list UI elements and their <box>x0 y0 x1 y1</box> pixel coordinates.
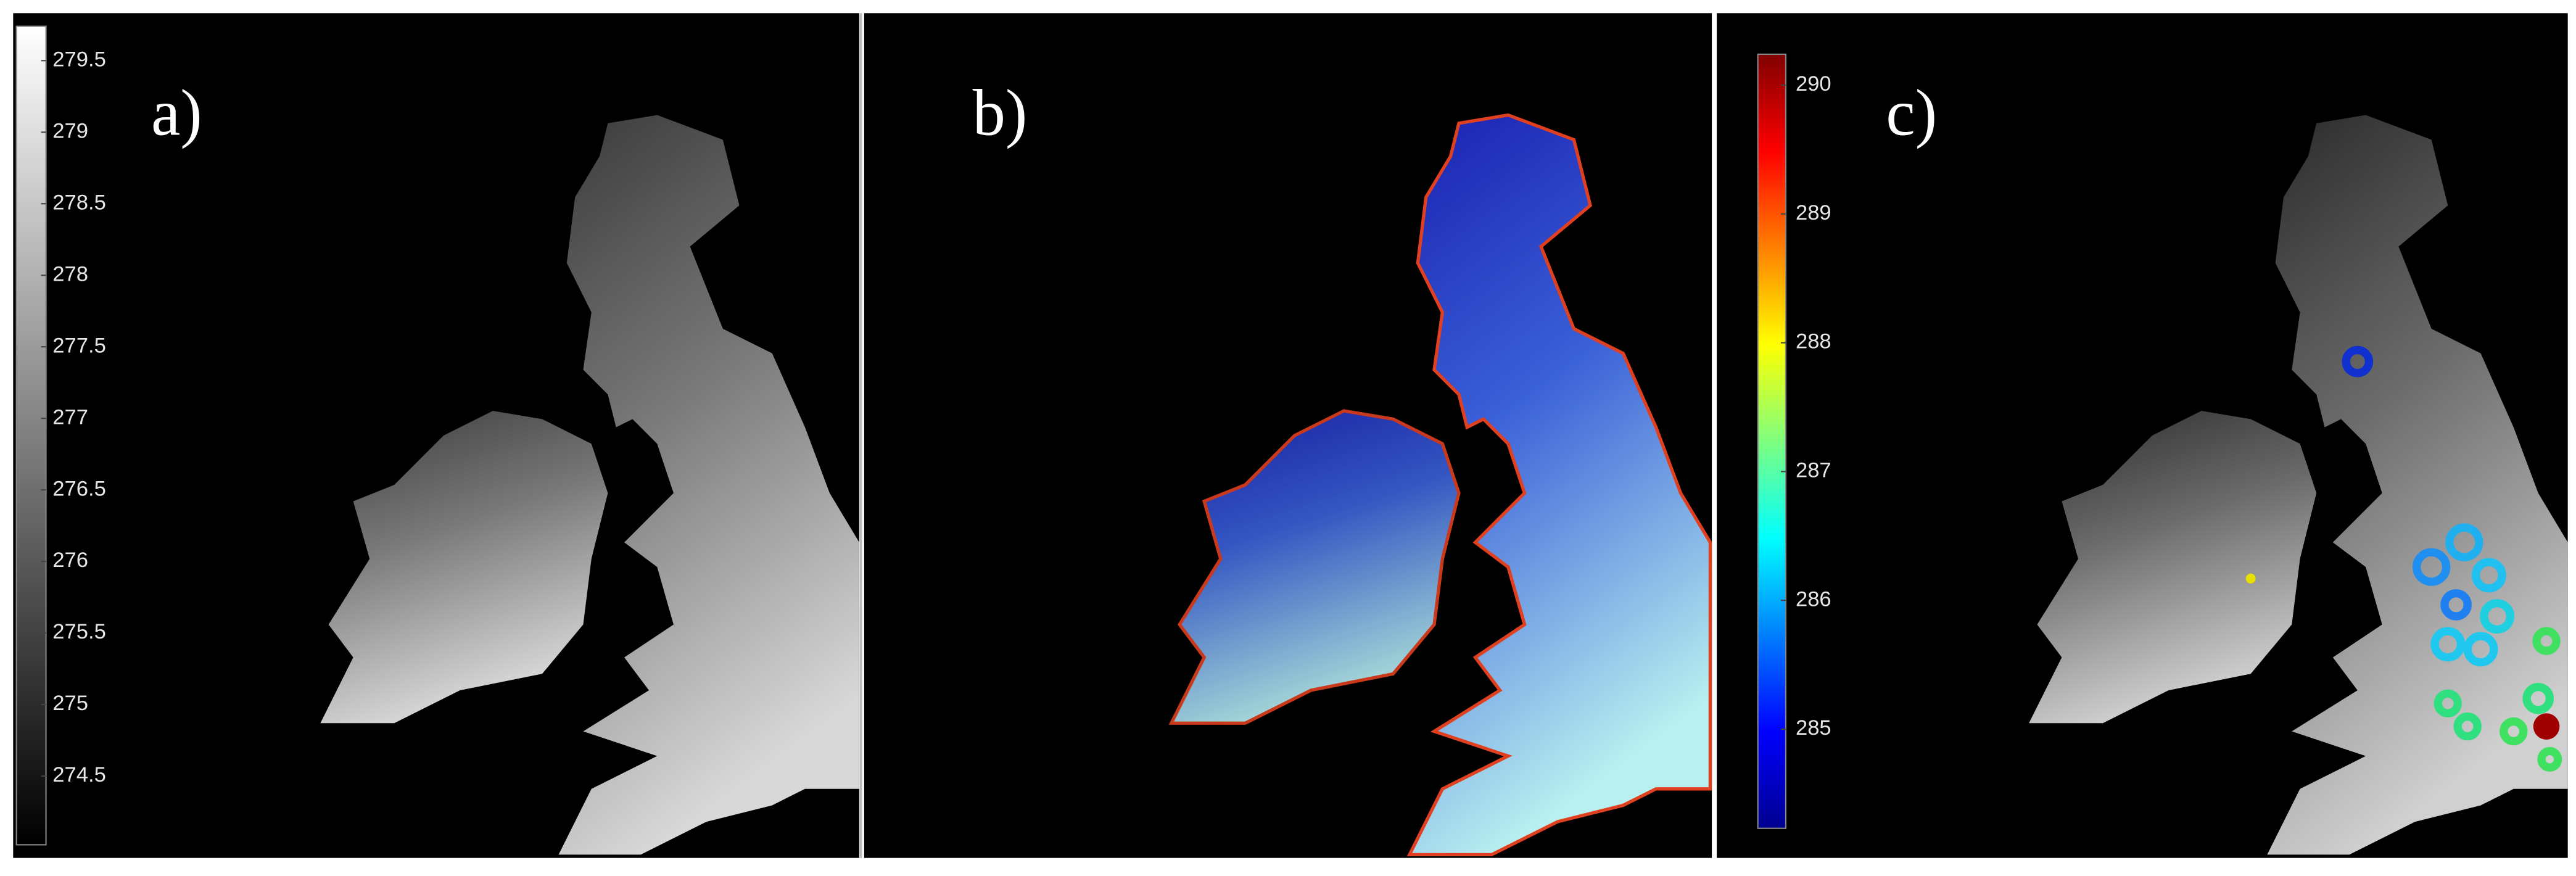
colorbar-tick-label: 279 <box>52 119 88 143</box>
colorbar-tick-label: 279.5 <box>52 48 106 71</box>
map-c <box>2029 115 2568 855</box>
panel-label: c) <box>1886 76 1937 149</box>
colorbar-tick-label: 278.5 <box>52 191 106 214</box>
colorbar-tick-label: 288 <box>1796 330 1831 353</box>
colorbar-tick-label: 278 <box>52 262 88 286</box>
panel-label: b) <box>973 76 1028 149</box>
colorbar-tick-label: 286 <box>1796 587 1831 611</box>
colorbar-tick-label: 275.5 <box>52 620 106 643</box>
panel-label: a) <box>151 76 202 149</box>
colorbar-tick-label: 276 <box>52 548 88 572</box>
colorbar-tick-label: 290 <box>1796 72 1831 96</box>
colorbar-tick-label: 277.5 <box>52 334 106 357</box>
colorbar-tick-label: 274.5 <box>52 763 106 787</box>
colorbar-tick-label: 275 <box>52 692 88 715</box>
colorbar-tick-label: 276.5 <box>52 477 106 500</box>
colorbar-tick-label: 287 <box>1796 459 1831 482</box>
colorbar <box>1757 53 1787 829</box>
colorbar-tick-label: 285 <box>1796 716 1831 740</box>
colorbar <box>15 25 47 846</box>
colorbar-tick-label: 289 <box>1796 201 1831 225</box>
colorbar-tick-label: 277 <box>52 405 88 429</box>
